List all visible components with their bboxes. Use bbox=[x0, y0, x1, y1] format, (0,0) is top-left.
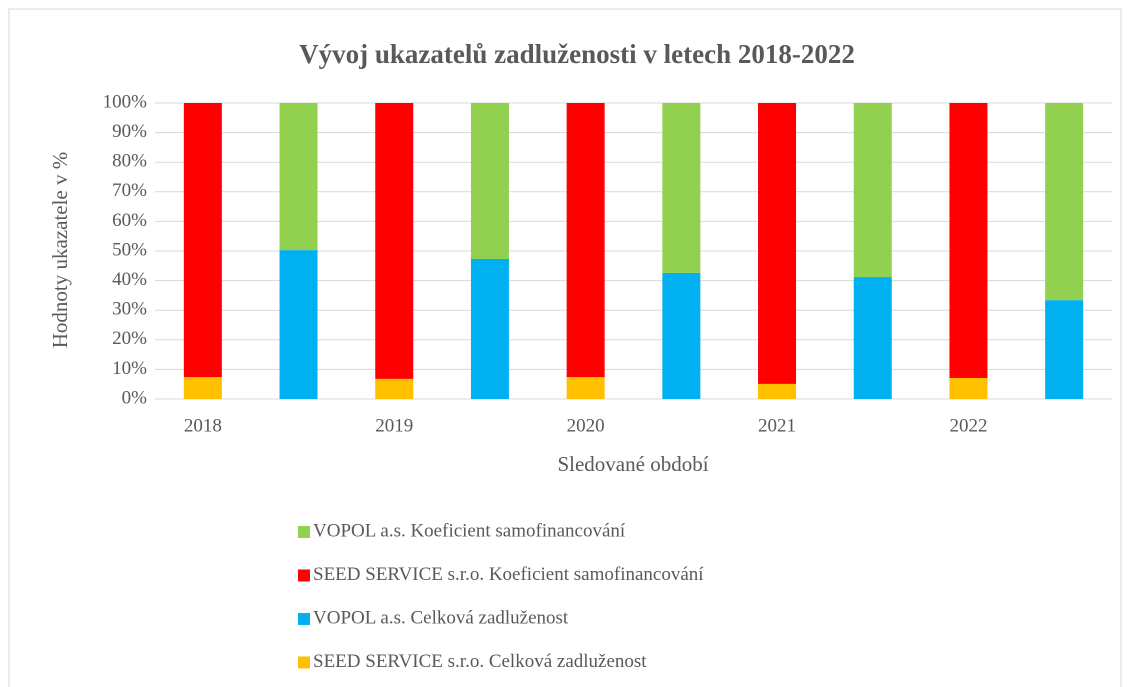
bar-segment bbox=[853, 103, 892, 278]
y-tick-label: 20% bbox=[112, 328, 147, 349]
legend-label: SEED SERVICE s.r.o. Celková zadluženost bbox=[313, 651, 647, 672]
y-axis-label: Hodnoty ukazatele v % bbox=[48, 152, 72, 349]
x-tick-label: 2021 bbox=[758, 415, 796, 436]
y-tick-label: 100% bbox=[103, 91, 148, 112]
bar-segment bbox=[662, 103, 701, 273]
bar-segment bbox=[375, 103, 414, 379]
bar-segment bbox=[470, 258, 509, 399]
bar-segment bbox=[949, 103, 988, 378]
bar-segment bbox=[183, 103, 222, 378]
legend-label: VOPOL a.s. Koeficient samofinancování bbox=[313, 520, 626, 541]
bar-segment bbox=[758, 383, 797, 399]
x-axis-label: Sledované období bbox=[557, 452, 708, 476]
legend-swatch bbox=[298, 613, 310, 625]
legend-swatch bbox=[298, 656, 310, 669]
bar-segment bbox=[279, 250, 318, 399]
y-tick-label: 30% bbox=[112, 299, 147, 320]
bar-segment bbox=[566, 103, 605, 378]
bar-segment bbox=[949, 377, 988, 399]
legend-label: SEED SERVICE s.r.o. Koeficient samofinan… bbox=[313, 564, 704, 585]
x-tick-label: 2020 bbox=[567, 415, 605, 436]
y-tick-label: 50% bbox=[112, 239, 147, 260]
y-tick-label: 0% bbox=[122, 387, 148, 408]
bar-segment bbox=[1045, 103, 1084, 301]
bar-segment bbox=[758, 103, 797, 384]
x-tick-label: 2019 bbox=[375, 415, 413, 436]
y-tick-label: 70% bbox=[112, 180, 147, 201]
bar-segment bbox=[470, 103, 509, 259]
legend-swatch bbox=[298, 526, 310, 538]
bar-segment bbox=[566, 377, 605, 399]
bar-segment bbox=[375, 378, 414, 399]
x-tick-label: 2018 bbox=[184, 415, 222, 436]
bar-segment bbox=[279, 103, 318, 251]
bar-segment bbox=[662, 272, 701, 399]
chart-title: Vývoj ukazatelů zadluženosti v letech 20… bbox=[299, 39, 855, 69]
y-tick-label: 60% bbox=[112, 210, 147, 231]
bar-segment bbox=[1045, 300, 1084, 399]
bar-segment bbox=[183, 377, 222, 399]
y-tick-label: 40% bbox=[112, 269, 147, 290]
legend-label: VOPOL a.s. Celková zadluženost bbox=[313, 607, 569, 628]
y-tick-label: 10% bbox=[112, 358, 147, 379]
legend-swatch bbox=[298, 569, 310, 582]
x-tick-label: 2022 bbox=[949, 415, 987, 436]
y-tick-label: 80% bbox=[112, 151, 147, 172]
y-tick-label: 90% bbox=[112, 121, 147, 142]
bar-segment bbox=[853, 277, 892, 399]
